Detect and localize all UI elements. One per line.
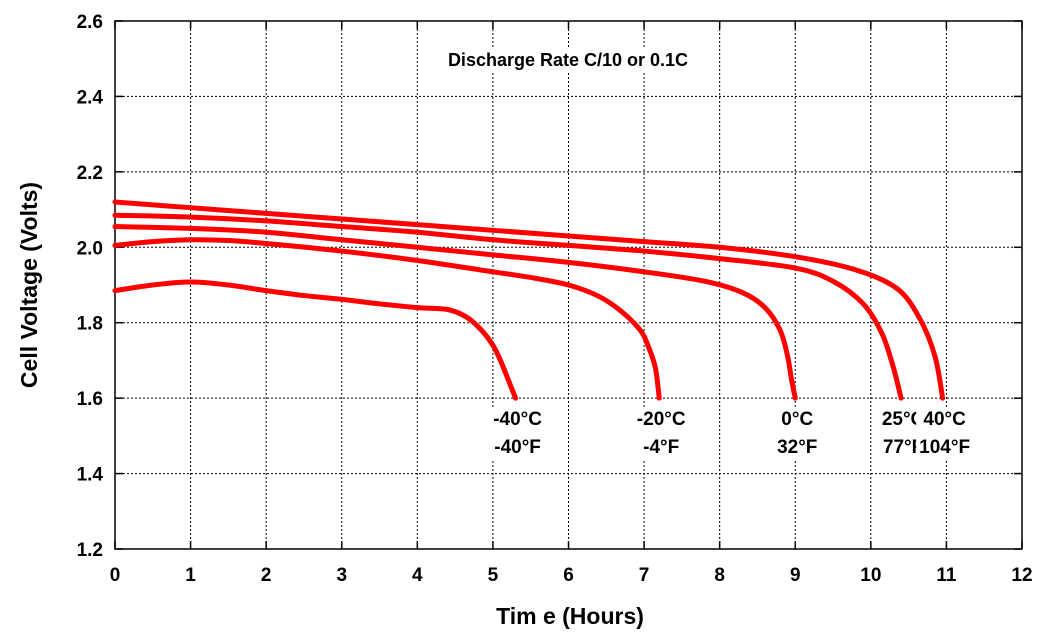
y-tick-label: 1.4 <box>77 465 104 486</box>
series-label-celsius: 0°C <box>781 409 813 430</box>
x-tick-label: 3 <box>336 565 347 586</box>
series-curve-5 <box>112 199 946 401</box>
series-label-celsius: 40°C <box>923 409 966 430</box>
series-label-background <box>633 407 689 460</box>
annotation-background <box>441 47 695 73</box>
x-tick-label: 6 <box>563 565 574 586</box>
x-axis-ticks: 0 1 2 3 4 5 6 7 8 9 10 11 12 <box>110 21 1033 586</box>
series-curves <box>112 199 946 401</box>
series-curve-3 <box>112 224 798 401</box>
x-axis-title: Tim e (Hours) <box>496 603 644 629</box>
y-tick-label: 2.6 <box>77 12 103 33</box>
x-tick-label: 7 <box>639 565 650 586</box>
y-tick-label: 2.0 <box>77 238 103 259</box>
y-tick-label: 1.8 <box>77 314 103 335</box>
y-axis-ticks: 1.2 1.4 1.6 1.8 2.0 2.2 2.4 2.6 <box>77 12 1022 561</box>
x-tick-label: 0 <box>110 565 121 586</box>
series-label-fahrenheit: 32°F <box>777 437 817 458</box>
series-label-fahrenheit: -4°F <box>643 437 679 458</box>
x-tick-label: 12 <box>1011 565 1032 586</box>
y-tick-label: 2.2 <box>77 163 103 184</box>
series-label-celsius: -40°C <box>493 409 542 430</box>
series-label-background <box>916 407 974 460</box>
x-tick-label: 8 <box>714 565 725 586</box>
y-tick-label: 2.4 <box>77 87 104 108</box>
series-label-fahrenheit: -40°F <box>494 437 541 458</box>
series-curve-1 <box>112 279 519 401</box>
y-axis-title: Cell Voltage (Volts) <box>16 182 42 388</box>
series-curve-2 <box>112 237 662 401</box>
x-tick-label: 4 <box>412 565 423 586</box>
series-label-background <box>774 407 821 460</box>
x-tick-label: 2 <box>261 565 272 586</box>
series-label-background <box>490 407 546 460</box>
x-tick-label: 1 <box>185 565 196 586</box>
series-labels: -40°C -40°F -20°C -4°F 0°C 32°F 25°C 77°F40°C 10… <box>490 407 974 460</box>
x-tick-label: 11 <box>936 565 957 586</box>
series-label-fahrenheit: 104°F <box>919 437 970 458</box>
y-tick-label: 1.6 <box>77 389 103 410</box>
series-label-fahrenheit: 77°F <box>883 437 923 458</box>
discharge-rate-annotation: Discharge Rate C/10 or 0.1C <box>448 50 688 70</box>
x-tick-label: 5 <box>488 565 499 586</box>
x-tick-label: 9 <box>790 565 801 586</box>
series-label-celsius: 25°C <box>882 409 925 430</box>
series-label-celsius: -20°C <box>637 409 686 430</box>
x-tick-label: 10 <box>860 565 881 586</box>
y-tick-label: 1.2 <box>77 540 103 561</box>
series-curve-4 <box>112 212 904 401</box>
